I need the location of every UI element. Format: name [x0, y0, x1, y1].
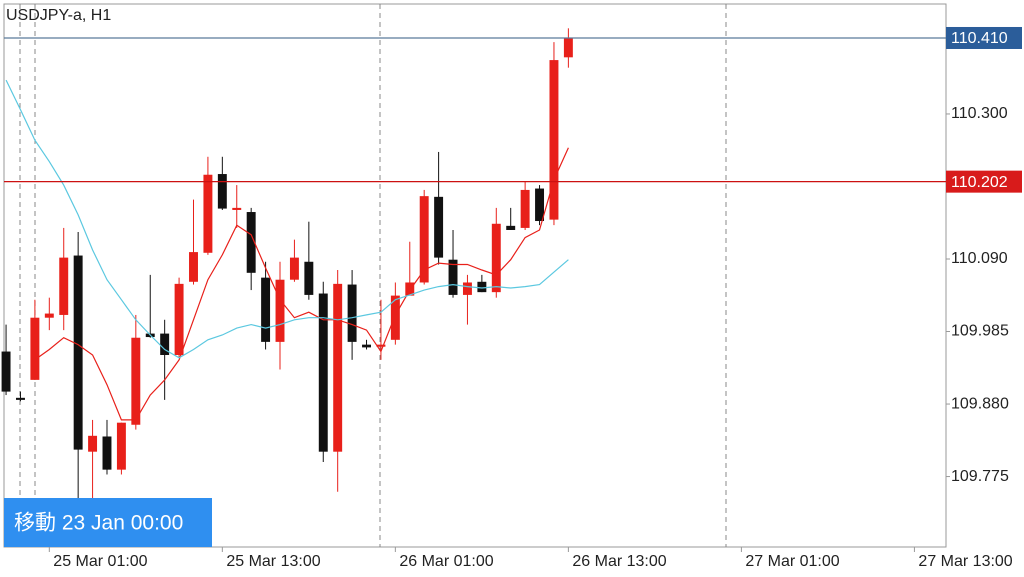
candle-body	[1, 351, 11, 392]
x-tick-label: 27 Mar 01:00	[745, 553, 839, 570]
candle-body	[333, 283, 343, 452]
candle-body	[59, 257, 69, 315]
candle-body	[405, 282, 415, 296]
candle-body	[362, 344, 371, 348]
candle-body	[347, 284, 357, 342]
candle-body	[261, 277, 271, 342]
candle-body	[390, 295, 400, 340]
candle-body	[535, 188, 545, 222]
candle-body	[448, 259, 458, 295]
candle-body	[491, 223, 501, 293]
candle-body	[160, 333, 170, 355]
candle-body	[289, 257, 299, 280]
x-tick-label: 25 Mar 13:00	[226, 553, 320, 570]
candle-body	[203, 174, 213, 253]
x-tick-label: 27 Mar 13:00	[918, 553, 1012, 570]
x-tick-label: 26 Mar 13:00	[572, 553, 666, 570]
candle-body	[275, 279, 285, 342]
candle-body	[434, 196, 444, 258]
candle-body	[73, 255, 83, 450]
candle-body	[419, 196, 429, 283]
candle-body	[232, 207, 242, 210]
candle-body	[30, 317, 40, 380]
jump-button[interactable]: 移動 23 Jan 00:00	[4, 498, 212, 547]
candle-body	[520, 189, 530, 228]
x-tick-label: 25 Mar 01:00	[53, 553, 147, 570]
candle-body	[16, 397, 25, 400]
candle-body	[246, 212, 256, 273]
moving-average-line	[5, 79, 569, 359]
price-label: 110.202	[951, 174, 1008, 191]
price-label-box	[946, 170, 1022, 193]
candle-body	[88, 435, 98, 452]
candle-body	[102, 436, 112, 470]
candle-body	[506, 225, 516, 230]
candle-body	[376, 344, 386, 347]
plot-frame	[3, 3, 947, 548]
y-tick-label: 109.985	[951, 323, 1009, 340]
jump-button-bg	[4, 498, 212, 547]
candle-body	[44, 313, 54, 318]
y-tick-label: 109.775	[951, 468, 1009, 485]
x-tick-label: 26 Mar 01:00	[399, 553, 493, 570]
y-tick-label: 110.300	[951, 105, 1008, 122]
candle-body	[304, 261, 314, 295]
candle-body	[116, 422, 126, 470]
candle-body	[477, 281, 487, 293]
candle-body	[217, 174, 227, 209]
price-label-box	[946, 26, 1022, 49]
candle-body	[174, 283, 184, 355]
candle-body	[462, 282, 472, 295]
candle-body	[131, 337, 141, 425]
jump-button-label: 移動 23 Jan 00:00	[14, 512, 183, 535]
price-label: 110.410	[951, 30, 1008, 47]
y-tick-label: 110.090	[951, 250, 1008, 267]
chart-title: USDJPY-a, H1	[6, 7, 111, 24]
candle-body	[318, 293, 328, 452]
period-separators	[19, 4, 727, 547]
candle-body	[549, 60, 559, 220]
candle-body	[189, 252, 198, 282]
y-tick-label: 109.880	[951, 395, 1009, 412]
candle-body	[563, 37, 573, 58]
moving-average-line	[34, 147, 569, 421]
